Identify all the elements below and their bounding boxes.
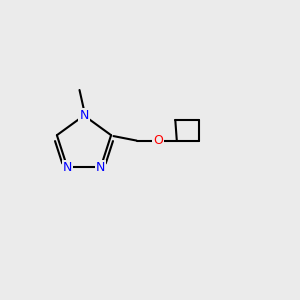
Text: O: O — [153, 134, 163, 147]
Text: N: N — [63, 160, 72, 174]
Text: N: N — [96, 160, 105, 174]
Text: N: N — [79, 109, 89, 122]
